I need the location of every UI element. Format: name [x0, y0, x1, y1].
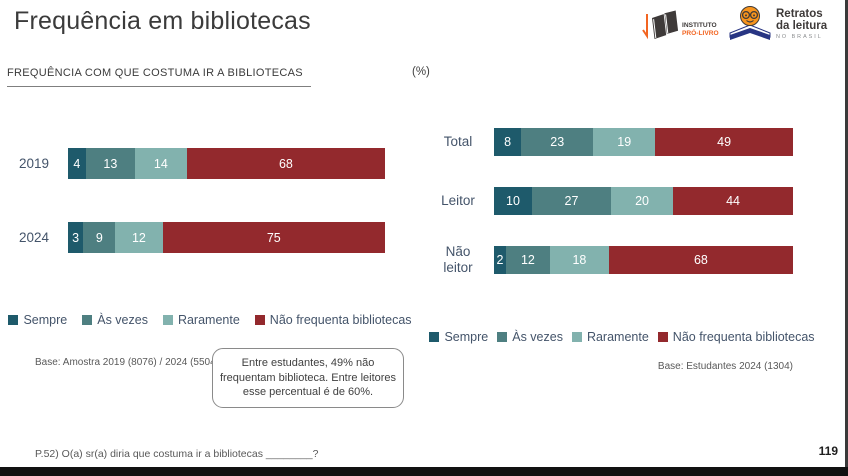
legend-item: Raramente — [571, 330, 649, 344]
legend-swatch-icon — [162, 315, 173, 325]
bottom-bar — [0, 467, 848, 476]
stacked-bar: 10 27 20 44 — [494, 187, 793, 215]
ipl-logo-text-line2: PRÓ-LIVRO — [682, 28, 719, 37]
bar-segment: 68 — [608, 246, 793, 274]
bar-segment: 4 — [68, 148, 86, 179]
legend-swatch-icon — [254, 315, 265, 325]
bar-segment: 20 — [610, 187, 674, 215]
bar-segment: 14 — [134, 148, 187, 179]
legend-item: Às vezes — [497, 330, 563, 344]
books-icon — [642, 9, 679, 40]
legend-item: Sempre — [429, 330, 488, 344]
legend-item: Raramente — [162, 313, 240, 327]
bar-segment: 19 — [593, 128, 656, 156]
bar-row: Total 8 23 19 49 — [432, 128, 794, 156]
legend-label: Às vezes — [97, 313, 148, 327]
legend-swatch-icon — [429, 332, 440, 342]
legend-swatch-icon — [657, 332, 668, 342]
retratos-logo-text-line2: da leitura — [776, 20, 828, 32]
unit-label: (%) — [412, 66, 430, 78]
legend-item: Sempre — [8, 313, 67, 327]
category-label: 2024 — [18, 229, 50, 245]
base-note-right: Base: Estudantes 2024 (1304) — [657, 361, 793, 372]
legend-chart-by-reader-profile: Sempre Às vezes Raramente Não frequenta bib… — [429, 330, 815, 344]
bar-segment: 23 — [521, 128, 594, 156]
bar-segment: 9 — [83, 222, 116, 253]
bar-row: 2019 4 13 14 68 — [8, 148, 386, 179]
legend-item: Não frequenta bibliotecas — [254, 313, 412, 327]
retratos-logo-text-line1: Retratos — [776, 8, 823, 20]
legend-swatch-icon — [497, 332, 508, 342]
page-title: Frequência em bibliotecas — [14, 7, 311, 35]
category-label: Total — [443, 134, 473, 150]
footnote: P.52) O(a) sr(a) diria que costuma ir a … — [35, 448, 319, 460]
page-number: 119 — [818, 444, 838, 458]
category-label: Não leitor — [443, 244, 473, 275]
stacked-bar: 4 13 14 68 — [68, 148, 386, 179]
bar-segment: 44 — [673, 187, 793, 215]
legend-label: Sempre — [23, 313, 68, 327]
bar-segment: 75 — [162, 222, 386, 253]
bar-segment: 68 — [186, 148, 386, 179]
bar-segment: 13 — [85, 148, 135, 179]
callout-box: Entre estudantes, 49% não frequentam bib… — [212, 348, 404, 408]
bar-row: 2024 3 9 12 75 — [8, 222, 386, 253]
legend-label: Às vezes — [512, 330, 563, 344]
bar-segment: 8 — [494, 128, 522, 156]
legend-swatch-icon — [571, 332, 582, 342]
category-label: 2019 — [18, 155, 50, 171]
ipl-logo-text-line1: INSTITUTO — [682, 22, 717, 29]
chart-by-reader-profile: Total 8 23 19 49 Leitor 10 27 20 44 Não leitor 2 12 1… — [432, 128, 794, 305]
legend-label: Raramente — [177, 313, 240, 327]
bar-segment: 27 — [532, 187, 611, 215]
right-edge-bar — [845, 0, 848, 476]
bar-segment: 18 — [549, 246, 609, 274]
legend-swatch-icon — [82, 315, 93, 325]
category-label: Leitor — [441, 193, 475, 209]
bar-row: Leitor 10 27 20 44 — [432, 187, 793, 215]
chart-by-year: 2019 4 13 14 68 2024 3 9 12 75 — [8, 148, 386, 296]
bar-segment: 49 — [655, 128, 794, 156]
legend-label: Sempre — [444, 330, 489, 344]
retratos-logo-text-line3: NO BRASIL — [776, 34, 823, 40]
bar-segment: 10 — [494, 187, 532, 215]
stacked-bar: 8 23 19 49 — [494, 128, 794, 156]
legend-swatch-icon — [8, 315, 19, 325]
bar-row: Não leitor 2 12 18 68 — [432, 244, 793, 275]
base-note-left: Base: Amostra 2019 (8076) / 2024 (5504) — [35, 357, 220, 368]
stacked-bar: 2 12 18 68 — [494, 246, 793, 274]
bar-segment: 3 — [68, 222, 84, 253]
legend-label: Não frequenta bibliotecas — [269, 313, 412, 327]
bar-segment: 2 — [494, 246, 506, 274]
legend-item: Não frequenta bibliotecas — [657, 330, 815, 344]
bar-segment: 12 — [115, 222, 163, 253]
retratos-da-leitura-logo: Retratos da leitura NO BRASIL — [729, 6, 828, 40]
legend-chart-by-year: Sempre Às vezes Raramente Não frequenta bib… — [8, 313, 412, 327]
legend-label: Raramente — [586, 330, 649, 344]
reader-face-icon — [729, 6, 771, 40]
legend-label: Não frequenta bibliotecas — [672, 330, 815, 344]
logos: INSTITUTO PRÓ-LIVRO Retratos da leitura … — [640, 4, 832, 46]
instituto-pro-livro-logo: INSTITUTO PRÓ-LIVRO — [642, 9, 719, 40]
stacked-bar: 3 9 12 75 — [68, 222, 386, 253]
legend-item: Às vezes — [82, 313, 148, 327]
chart-section-title: FREQUÊNCIA COM QUE COSTUMA IR A BIBLIOTE… — [7, 67, 311, 87]
bar-segment: 12 — [505, 246, 550, 274]
